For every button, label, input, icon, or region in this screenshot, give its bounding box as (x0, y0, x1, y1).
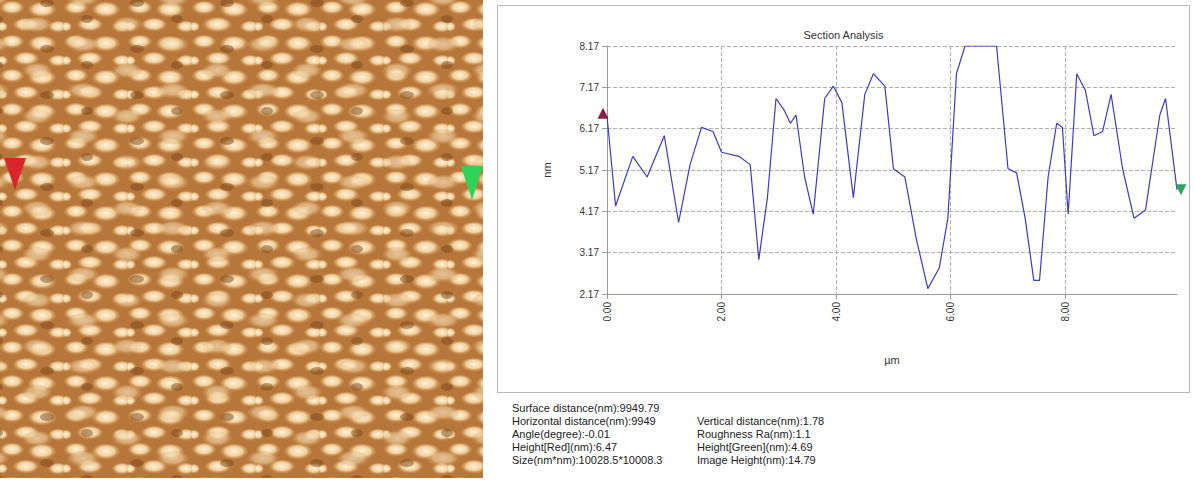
svg-text:8.17: 8.17 (580, 41, 600, 52)
html-text:Roughness Ra(nm):1.1: Roughness Ra(nm):1.1 (697, 428, 811, 440)
svg-text:4.00: 4.00 (831, 302, 842, 322)
html-text:Size(nm*nm):10028.5*10008.3: Size(nm*nm):10028.5*10008.3 (512, 454, 663, 466)
svg-text:7.17: 7.17 (580, 82, 600, 93)
svg-text:6.00: 6.00 (945, 302, 956, 322)
svg-text:5.17: 5.17 (580, 165, 600, 176)
html-text:Height[Red](nm):6.47: Height[Red](nm):6.47 (512, 441, 618, 453)
svg-text:4.17: 4.17 (580, 206, 600, 217)
svg-text:0.00: 0.00 (602, 302, 613, 322)
html-text:Surface distance(nm):9949.79: Surface distance(nm):9949.79 (512, 402, 660, 414)
html-text:Angle(degree):-0.01: Angle(degree):-0.01 (512, 428, 610, 440)
svg-text:2.00: 2.00 (716, 302, 727, 322)
html-text:Height[Green](nm):4.69: Height[Green](nm):4.69 (697, 441, 813, 453)
svg-text:6.17: 6.17 (580, 123, 600, 134)
svg-text:µm: µm (884, 354, 900, 366)
svg-text:Section Analysis: Section Analysis (803, 29, 884, 41)
svg-text:3.17: 3.17 (580, 247, 600, 258)
html-text:Vertical distance(nm):1.78: Vertical distance(nm):1.78 (697, 415, 825, 427)
svg-text:nm: nm (541, 162, 553, 177)
html-text:Horizontal distance(nm):9949: Horizontal distance(nm):9949 (512, 415, 656, 427)
html-text:Image Height(nm):14.79: Image Height(nm):14.79 (697, 454, 816, 466)
svg-text:8.00: 8.00 (1060, 302, 1071, 322)
svg-text:2.17: 2.17 (580, 289, 600, 300)
